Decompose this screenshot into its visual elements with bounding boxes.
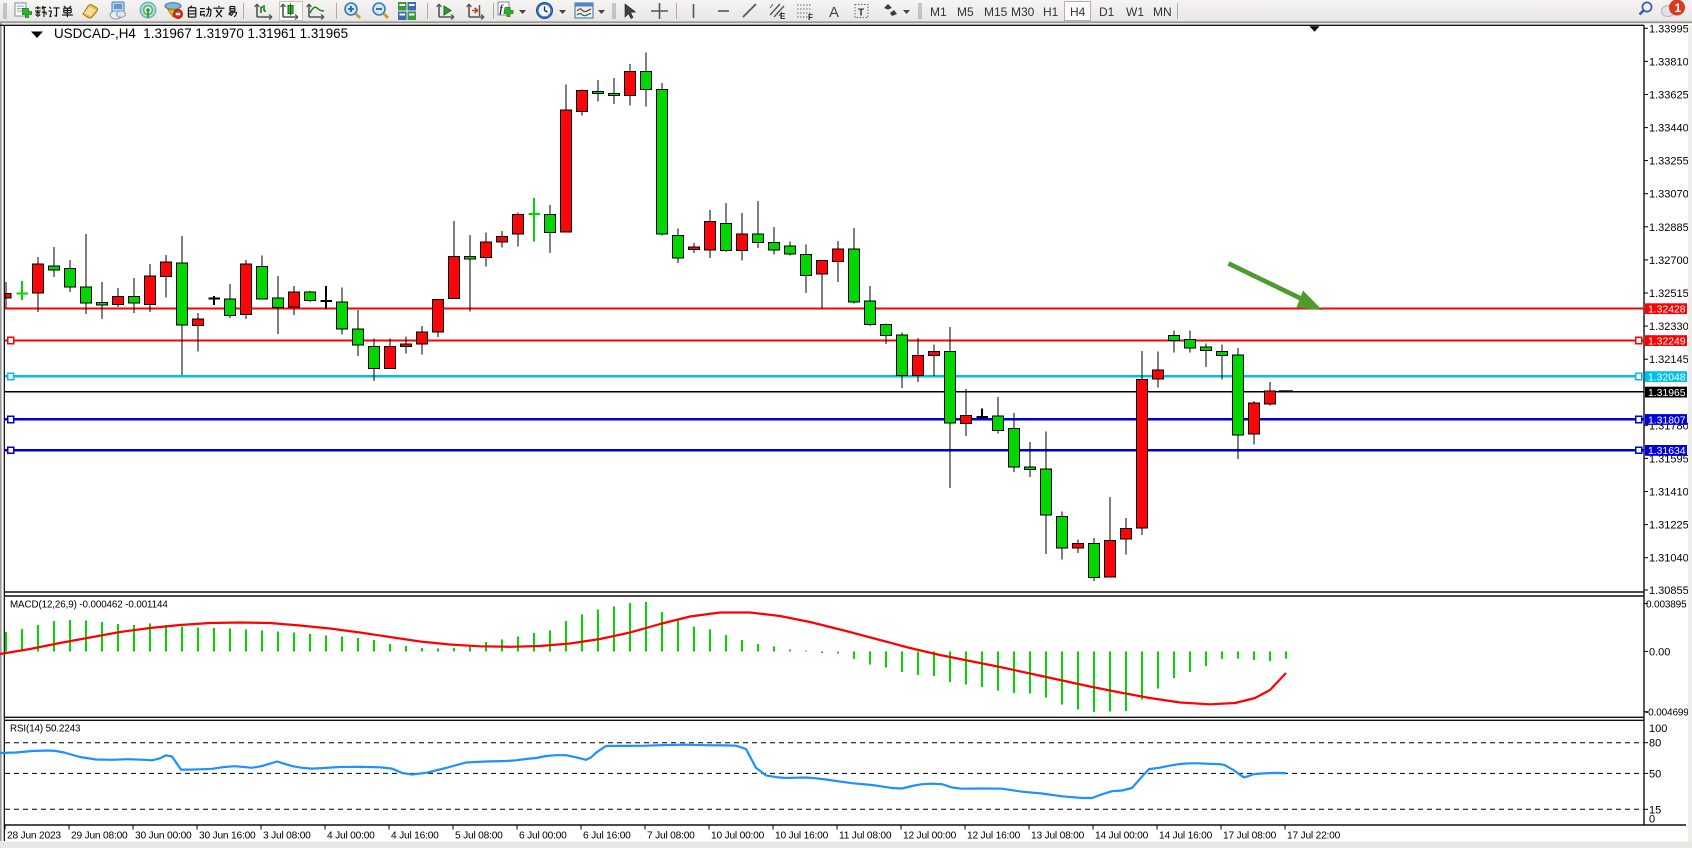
- svg-text:1.31807: 1.31807: [1648, 415, 1686, 426]
- svg-text:30 Jun 00:00: 30 Jun 00:00: [135, 831, 192, 842]
- svg-text:17 Jul 22:00: 17 Jul 22:00: [1287, 831, 1341, 842]
- svg-text:W1: W1: [1126, 5, 1144, 19]
- svg-text:-0.004699: -0.004699: [1645, 708, 1689, 719]
- svg-text:M1: M1: [930, 5, 947, 19]
- svg-text:1.31225: 1.31225: [1649, 520, 1689, 532]
- svg-text:1.32048: 1.32048: [1648, 372, 1686, 383]
- svg-text:30 Jun 16:00: 30 Jun 16:00: [199, 831, 256, 842]
- svg-text:11 Jul 08:00: 11 Jul 08:00: [839, 831, 892, 842]
- svg-text:RSI(14) 50.2243: RSI(14) 50.2243: [10, 724, 81, 735]
- svg-text:1.33255: 1.33255: [1649, 156, 1689, 168]
- svg-text:13 Jul 08:00: 13 Jul 08:00: [1031, 831, 1085, 842]
- svg-text:1.32330: 1.32330: [1649, 321, 1689, 333]
- svg-text:1.31965: 1.31965: [1648, 388, 1686, 399]
- svg-text:1.31634: 1.31634: [1648, 446, 1686, 457]
- svg-text:6 Jul 16:00: 6 Jul 16:00: [583, 831, 631, 842]
- svg-text:50: 50: [1649, 768, 1661, 780]
- svg-text:15: 15: [1649, 804, 1661, 816]
- svg-text:M30: M30: [1011, 5, 1035, 19]
- svg-text:A: A: [829, 4, 839, 21]
- svg-text:0.00: 0.00: [1649, 646, 1670, 658]
- svg-text:H1: H1: [1043, 5, 1059, 19]
- svg-text:1.32885: 1.32885: [1649, 222, 1689, 234]
- svg-text:1.33070: 1.33070: [1649, 189, 1689, 201]
- svg-text:M5: M5: [957, 5, 974, 19]
- svg-text:12 Jul 00:00: 12 Jul 00:00: [903, 831, 957, 842]
- svg-text:1.31040: 1.31040: [1649, 553, 1689, 565]
- svg-text:T: T: [858, 8, 864, 19]
- svg-text:USDCAD-,H4 1.31967 1.31970 1.: USDCAD-,H4 1.31967 1.31970 1.31961 1.319…: [54, 26, 348, 41]
- svg-text:1.33995: 1.33995: [1649, 23, 1689, 35]
- svg-text:6 Jul 00:00: 6 Jul 00:00: [519, 831, 567, 842]
- svg-text:10 Jul 00:00: 10 Jul 00:00: [711, 831, 765, 842]
- svg-text:17 Jul 08:00: 17 Jul 08:00: [1223, 831, 1277, 842]
- svg-text:0: 0: [1649, 814, 1655, 826]
- svg-text:1.31410: 1.31410: [1649, 487, 1689, 499]
- svg-text:1: 1: [1675, 1, 1682, 15]
- svg-text:M15: M15: [984, 5, 1008, 19]
- svg-text:1.30855: 1.30855: [1649, 585, 1689, 597]
- svg-text:80: 80: [1649, 738, 1661, 750]
- svg-text:0.003895: 0.003895: [1646, 600, 1687, 611]
- svg-text:28 Jun 2023: 28 Jun 2023: [7, 831, 61, 842]
- svg-text:H4: H4: [1070, 5, 1086, 19]
- svg-text:100: 100: [1649, 723, 1667, 735]
- svg-text:4 Jul 00:00: 4 Jul 00:00: [327, 831, 375, 842]
- svg-text:29 Jun 08:00: 29 Jun 08:00: [71, 831, 128, 842]
- svg-text:1.33810: 1.33810: [1649, 56, 1689, 68]
- svg-text:10 Jul 16:00: 10 Jul 16:00: [775, 831, 829, 842]
- svg-text:1.32249: 1.32249: [1648, 336, 1686, 347]
- svg-text:3 Jul 08:00: 3 Jul 08:00: [263, 831, 311, 842]
- svg-text:5 Jul 08:00: 5 Jul 08:00: [455, 831, 503, 842]
- svg-text:4 Jul 16:00: 4 Jul 16:00: [391, 831, 439, 842]
- svg-text:1.32700: 1.32700: [1649, 255, 1689, 267]
- svg-text:F: F: [808, 13, 813, 22]
- svg-text:7 Jul 08:00: 7 Jul 08:00: [647, 831, 695, 842]
- svg-text:MACD(12,26,9) -0.000462 -0.001: MACD(12,26,9) -0.000462 -0.001144: [10, 600, 168, 611]
- svg-text:1.33440: 1.33440: [1649, 123, 1689, 135]
- svg-text:f: f: [500, 4, 505, 15]
- svg-text:1.31595: 1.31595: [1649, 453, 1689, 465]
- svg-text:12 Jul 16:00: 12 Jul 16:00: [967, 831, 1021, 842]
- svg-text:1.32428: 1.32428: [1648, 305, 1686, 316]
- svg-text:1.32515: 1.32515: [1649, 288, 1689, 300]
- svg-text:14 Jul 16:00: 14 Jul 16:00: [1159, 831, 1213, 842]
- svg-text:1.32145: 1.32145: [1649, 354, 1689, 366]
- svg-text:MN: MN: [1153, 5, 1172, 19]
- svg-text:1.33625: 1.33625: [1649, 90, 1689, 102]
- svg-text:D1: D1: [1099, 5, 1115, 19]
- svg-text:E: E: [780, 12, 786, 21]
- svg-text:14 Jul 00:00: 14 Jul 00:00: [1095, 831, 1149, 842]
